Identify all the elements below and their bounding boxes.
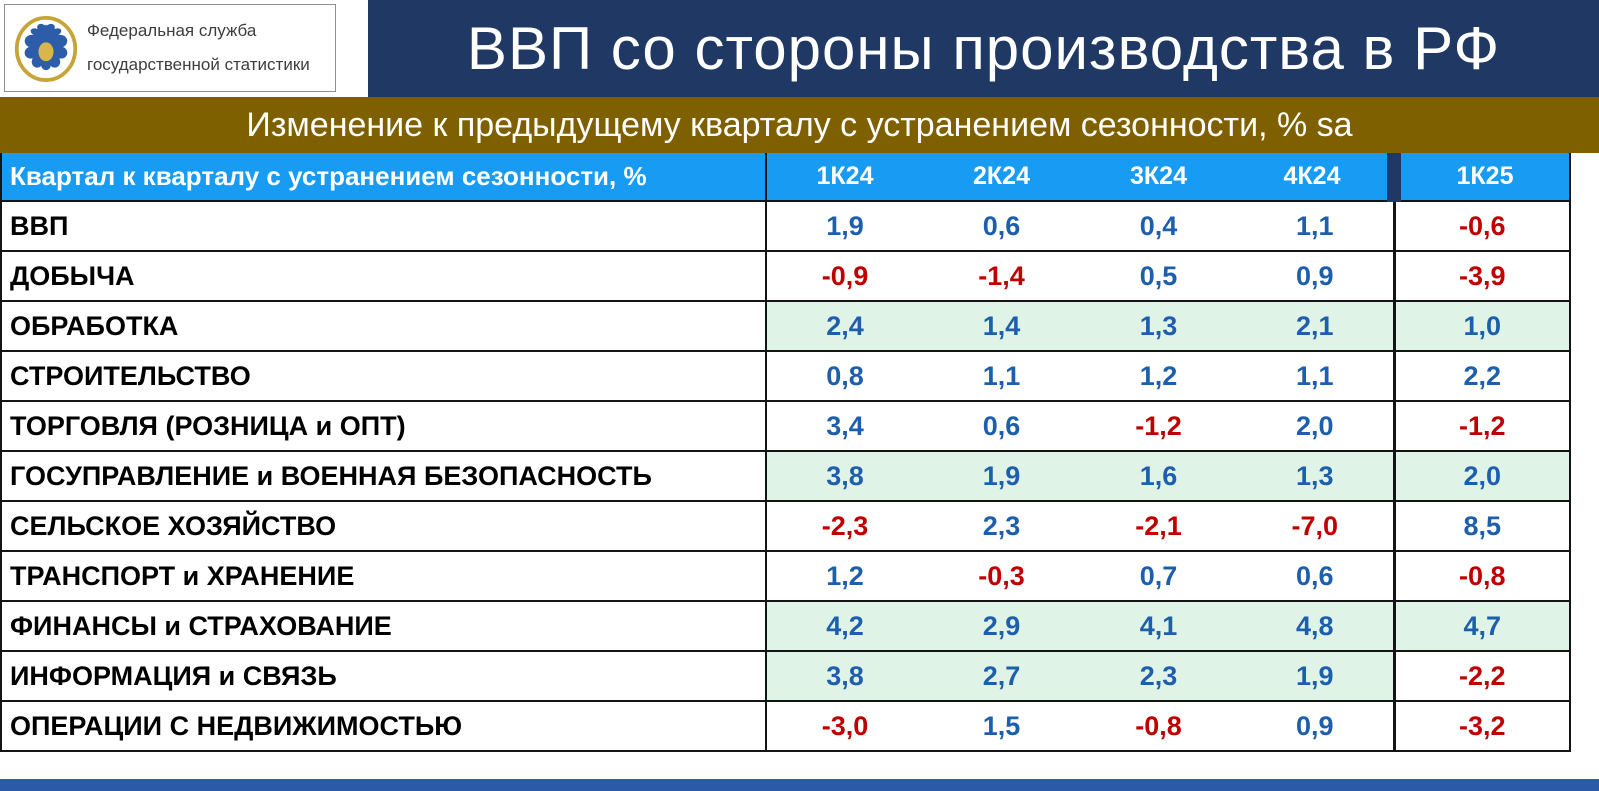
value-cell: -0,8 <box>1392 550 1570 601</box>
table-body: ВВП 1,9 0,6 0,4 1,1 -0,6 ДОБЫЧА -0,9 -1,4 0,5 0,9-… <box>1 200 1570 751</box>
value-cell: 2,7 <box>923 650 1080 701</box>
row-label: ИНФОРМАЦИЯ и СВЯЗЬ <box>1 650 767 701</box>
column-header-1: 1К24 <box>766 153 923 201</box>
value-cell: 0,9 <box>1237 250 1394 301</box>
table-row: ФИНАНСЫ и СТРАХОВАНИЕ 4,2 2,9 4,1 4,8 4,7 <box>1 600 1570 651</box>
table-corner-header: Квартал к кварталу с устранением сезонно… <box>1 153 767 201</box>
value-cell: 1,9 <box>1237 650 1394 701</box>
value-cell: -2,3 <box>766 500 923 551</box>
column-header-3: 3К24 <box>1080 153 1237 201</box>
row-label: ГОСУПРАВЛЕНИЕ и ВОЕННАЯ БЕЗОПАСНОСТЬ <box>1 450 767 501</box>
value-cell: 2,1 <box>1237 300 1394 351</box>
value-cell: -2,1 <box>1080 500 1237 551</box>
value-cell: 2,3 <box>1080 650 1237 701</box>
value-cell: -0,6 <box>1392 200 1570 251</box>
row-label: ТОРГОВЛЯ (РОЗНИЦА и ОПТ) <box>1 400 767 451</box>
column-header-4: 4К24 <box>1237 153 1394 201</box>
value-cell: 0,7 <box>1080 550 1237 601</box>
table-header-row: Квартал к кварталу с устранением сезонно… <box>1 153 1570 201</box>
value-cell: 1,3 <box>1080 300 1237 351</box>
table-row: ТРАНСПОРТ и ХРАНЕНИЕ 1,2 -0,3 0,7 0,6 -0,8 <box>1 550 1570 601</box>
row-label: ОПЕРАЦИИ С НЕДВИЖИМОСТЬЮ <box>1 700 767 751</box>
subtitle-band: Изменение к предыдущему кварталу с устра… <box>0 97 1599 153</box>
table-row: ДОБЫЧА -0,9 -1,4 0,5 0,9 -3,9 <box>1 250 1570 301</box>
value-cell: 0,4 <box>1080 200 1237 251</box>
value-cell: 4,8 <box>1237 600 1394 651</box>
rosstat-emblem-icon <box>14 15 78 82</box>
value-cell: 1,4 <box>923 300 1080 351</box>
value-cell: -0,8 <box>1080 700 1237 751</box>
column-header-5: 1К25 <box>1387 153 1570 201</box>
table-row: ТОРГОВЛЯ (РОЗНИЦА и ОПТ) 3,4 0,6 -1,2 2,0 -1,… <box>1 400 1570 451</box>
value-cell: 2,0 <box>1392 450 1570 501</box>
logo-line-2: государственной статистики <box>87 55 310 74</box>
row-label: СЕЛЬСКОЕ ХОЗЯЙСТВО <box>1 500 767 551</box>
logo-line-1: Федеральная служба <box>87 21 257 40</box>
value-cell: 1,1 <box>1237 350 1394 401</box>
value-cell: 3,8 <box>766 450 923 501</box>
value-cell: -0,3 <box>923 550 1080 601</box>
value-cell: 2,9 <box>923 600 1080 651</box>
value-cell: -0,9 <box>766 250 923 301</box>
value-cell: -1,4 <box>923 250 1080 301</box>
table-row: СЕЛЬСКОЕ ХОЗЯЙСТВО -2,3 2,3 -2,1 -7,0 8,5 <box>1 500 1570 551</box>
value-cell: 1,9 <box>923 450 1080 501</box>
value-cell: -3,0 <box>766 700 923 751</box>
value-cell: -2,2 <box>1392 650 1570 701</box>
table-row: ИНФОРМАЦИЯ и СВЯЗЬ 3,8 2,7 2,3 1,9 -2,2 <box>1 650 1570 701</box>
row-label: ФИНАНСЫ и СТРАХОВАНИЕ <box>1 600 767 651</box>
value-cell: 1,5 <box>923 700 1080 751</box>
row-label: ТРАНСПОРТ и ХРАНЕНИЕ <box>1 550 767 601</box>
value-cell: 1,2 <box>766 550 923 601</box>
value-cell: 0,6 <box>923 400 1080 451</box>
rosstat-logo-text: Федеральная служба государственной стати… <box>87 14 310 82</box>
header-band: ВВП со стороны производства в РФ Федерал… <box>0 0 1599 97</box>
value-cell: 1,2 <box>1080 350 1237 401</box>
table-row: ГОСУПРАВЛЕНИЕ и ВОЕННАЯ БЕЗОПАСНОСТЬ 3,8 1… <box>1 450 1570 501</box>
value-cell: -3,2 <box>1392 700 1570 751</box>
value-cell: -7,0 <box>1237 500 1394 551</box>
value-cell: 0,5 <box>1080 250 1237 301</box>
value-cell: 0,8 <box>766 350 923 401</box>
row-label: ВВП <box>1 200 767 251</box>
value-cell: 0,9 <box>1237 700 1394 751</box>
table-row: ОПЕРАЦИИ С НЕДВИЖИМОСТЬЮ -3,0 1,5 -0,8 0,9 -3… <box>1 700 1570 751</box>
value-cell: 8,5 <box>1392 500 1570 551</box>
rosstat-logo: Федеральная служба государственной стати… <box>4 4 336 92</box>
value-cell: 0,6 <box>923 200 1080 251</box>
value-cell: 1,9 <box>766 200 923 251</box>
subtitle: Изменение к предыдущему кварталу с устра… <box>246 105 1353 144</box>
value-cell: 2,0 <box>1237 400 1394 451</box>
value-cell: 3,4 <box>766 400 923 451</box>
value-cell: -1,2 <box>1392 400 1570 451</box>
value-cell: -1,2 <box>1080 400 1237 451</box>
row-label: ОБРАБОТКА <box>1 300 767 351</box>
value-cell: 0,6 <box>1237 550 1394 601</box>
page-title: ВВП со стороны производства в РФ <box>466 15 1501 82</box>
row-label: СТРОИТЕЛЬСТВО <box>1 350 767 401</box>
title-band: ВВП со стороны производства в РФ <box>368 0 1599 97</box>
value-cell: 1,0 <box>1392 300 1570 351</box>
value-cell: 3,8 <box>766 650 923 701</box>
value-cell: 2,2 <box>1392 350 1570 401</box>
value-cell: 1,6 <box>1080 450 1237 501</box>
value-cell: 1,3 <box>1237 450 1394 501</box>
value-cell: 4,1 <box>1080 600 1237 651</box>
gdp-table: Квартал к кварталу с устранением сезонно… <box>0 153 1571 752</box>
table-row: ОБРАБОТКА 2,4 1,4 1,3 2,1 1,0 <box>1 300 1570 351</box>
row-label: ДОБЫЧА <box>1 250 767 301</box>
bottom-bar <box>0 779 1599 791</box>
value-cell: -3,9 <box>1392 250 1570 301</box>
value-cell: 1,1 <box>1237 200 1394 251</box>
value-cell: 2,4 <box>766 300 923 351</box>
value-cell: 1,1 <box>923 350 1080 401</box>
value-cell: 4,2 <box>766 600 923 651</box>
table-row: ВВП 1,9 0,6 0,4 1,1 -0,6 <box>1 200 1570 251</box>
column-header-2: 2К24 <box>923 153 1080 201</box>
table-row: СТРОИТЕЛЬСТВО 0,8 1,1 1,2 1,1 2,2 <box>1 350 1570 401</box>
value-cell: 2,3 <box>923 500 1080 551</box>
value-cell: 4,7 <box>1392 600 1570 651</box>
